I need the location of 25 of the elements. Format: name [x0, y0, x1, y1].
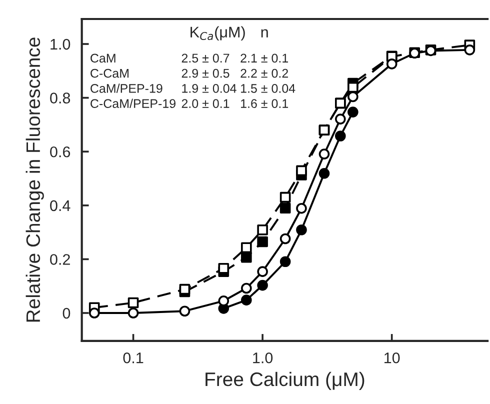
y-tick-label: 0	[62, 308, 70, 319]
annotation: 1.5 ± 0.04	[241, 84, 296, 93]
annotation: 2.9 ± 0.5	[182, 68, 230, 78]
x-axis-title: Free Calcium (μM)	[206, 372, 364, 390]
y-tick-label: 0.6	[50, 146, 70, 158]
annotation: 1.6 ± 0.1	[241, 99, 288, 108]
y-tick-label: 1.0	[50, 38, 70, 50]
annotation: K$_{Ca}$(μM)	[190, 26, 245, 41]
x-tick-label: 1.0	[253, 352, 273, 364]
x-tick-label: 10	[384, 352, 400, 364]
annotation: 2.0 ± 0.1	[182, 99, 230, 108]
annotation: CaM	[90, 54, 116, 63]
annotation: C-CaM	[90, 68, 128, 78]
annotation: 2.2 ± 0.2	[240, 68, 288, 78]
y-tick-label: 0.2	[50, 254, 70, 265]
y-tick-label: 0.4	[50, 200, 70, 212]
annotation: 2.1 ± 0.1	[240, 54, 288, 63]
y-axis-title: Relative Change in Fluorescence	[26, 38, 44, 322]
y-tick-label: 0.8	[50, 92, 70, 104]
x-tick-label: 0.1	[123, 352, 144, 364]
annotation: n	[261, 29, 268, 38]
annotation: CaM/PEP-19	[90, 84, 162, 93]
annotation: 2.5 ± 0.7	[182, 54, 230, 63]
annotation: 1.9 ± 0.04	[182, 84, 236, 93]
annotation: C-CaM/PEP-19	[90, 98, 176, 108]
